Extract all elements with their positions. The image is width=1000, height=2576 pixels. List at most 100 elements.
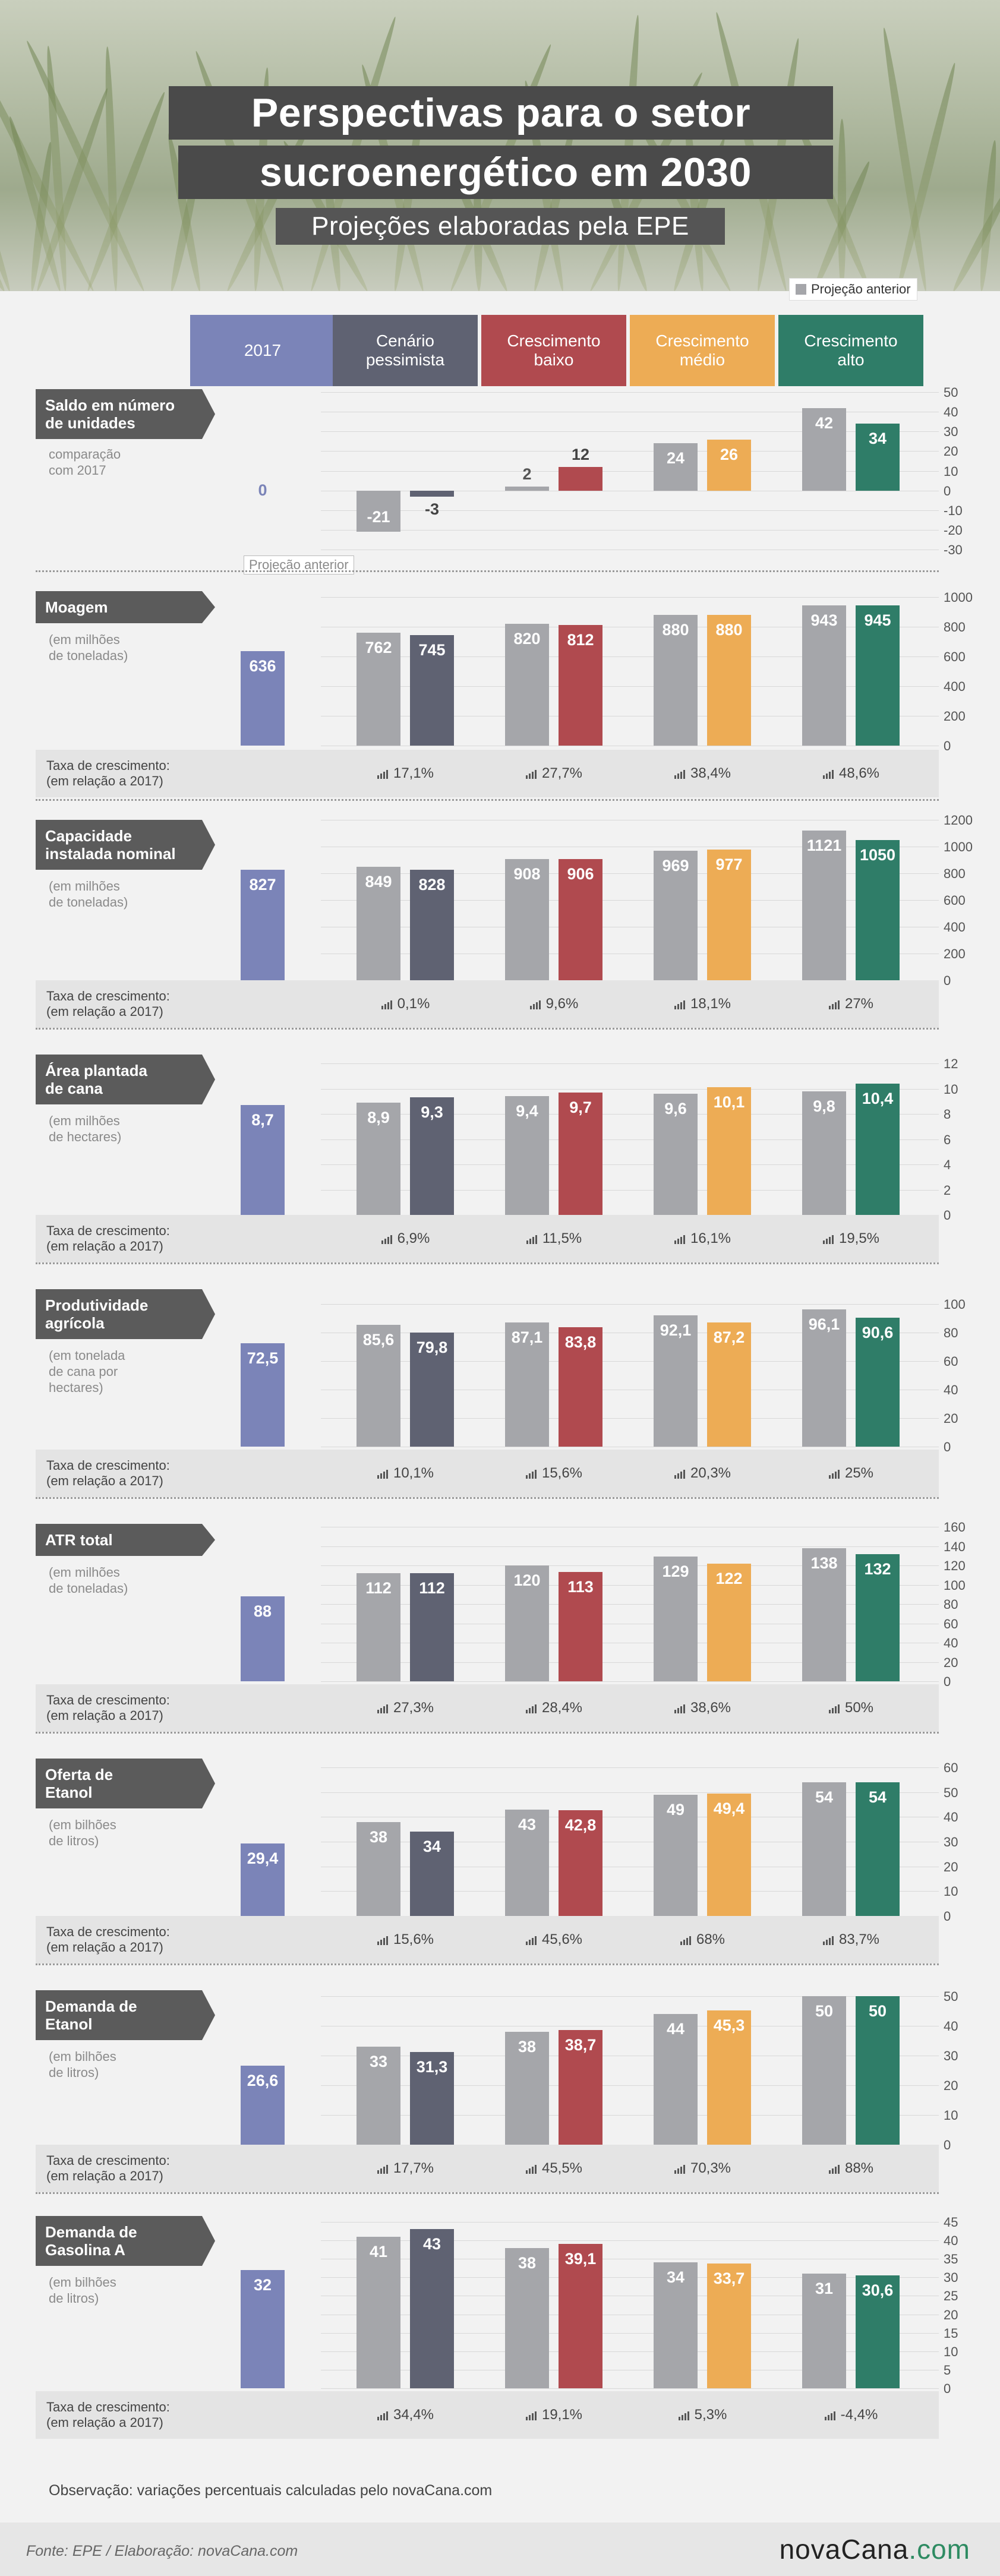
bar-new-2 xyxy=(707,2264,751,2388)
bar-previous-0-label: 849 xyxy=(365,872,392,891)
bar-previous-1 xyxy=(505,624,549,746)
bar-previous-0 xyxy=(357,1573,400,1681)
y-tick-label: 12 xyxy=(944,1056,958,1071)
growth-chart-icon xyxy=(526,1235,537,1244)
bar-previous-2 xyxy=(654,2014,698,2145)
section-label-produtividade: Produtividade agrícola xyxy=(36,1289,202,1339)
bar-previous-2 xyxy=(654,1315,698,1447)
growth-chart-icon xyxy=(529,1000,541,1009)
bar-new-3-label: 34 xyxy=(868,430,887,447)
bar-new-1-label: 42,8 xyxy=(564,1816,597,1834)
growth-chart-icon xyxy=(828,1000,840,1009)
bar-previous-2 xyxy=(654,1094,698,1215)
bar-new-2 xyxy=(707,1322,751,1447)
cane-leaf-decoration xyxy=(103,46,120,291)
y-tick-label: 10 xyxy=(944,2344,958,2359)
gridline xyxy=(321,1546,939,1547)
bar-new-3 xyxy=(856,839,900,980)
section-label-atr: ATR total xyxy=(36,1524,202,1556)
growth-chart-icon xyxy=(381,1000,392,1009)
bar-new-0-label: 828 xyxy=(418,875,446,894)
bar-previous-2 xyxy=(654,1557,698,1681)
bar-previous-0 xyxy=(357,1324,400,1447)
growth-value-text: 34,4% xyxy=(393,2407,434,2423)
bar-2017 xyxy=(241,869,285,980)
gridline xyxy=(321,686,939,687)
growth-chart-icon xyxy=(822,1936,834,1945)
gridline xyxy=(321,1681,939,1682)
bar-new-2 xyxy=(707,2010,751,2145)
section-label-arrow xyxy=(202,1990,215,2040)
bar-2017 xyxy=(241,1343,285,1447)
section-divider xyxy=(36,799,939,801)
y-tick-label: 20 xyxy=(944,2078,958,2093)
gridline xyxy=(321,1792,939,1793)
bar-new-0 xyxy=(410,1097,454,1215)
gridline xyxy=(321,1361,939,1362)
growth-value-text: 50% xyxy=(844,1700,874,1716)
growth-value-text: 11,5% xyxy=(542,1230,582,1246)
bar-new-3-label: 945 xyxy=(864,611,891,629)
bar-previous-0 xyxy=(357,1821,400,1916)
growth-value-text: 68% xyxy=(696,1931,725,1947)
growth-label: Taxa de crescimento: (em relação a 2017) xyxy=(46,1693,170,1723)
column-header-0: 2017 xyxy=(190,315,335,386)
logo-main: novaCana xyxy=(779,2534,909,2565)
bar-new-2 xyxy=(707,615,751,746)
bar-previous-0 xyxy=(357,2236,400,2388)
growth-value: 45,6% xyxy=(506,1931,601,1948)
bar-new-2-label: 49,4 xyxy=(713,1800,745,1818)
section-divider xyxy=(36,570,939,572)
growth-value-text: 18,1% xyxy=(690,996,731,1012)
growth-value: 48,6% xyxy=(803,765,898,782)
y-tick-label: 10 xyxy=(944,2108,958,2123)
growth-chart-icon xyxy=(824,2411,835,2420)
growth-value: 27% xyxy=(803,996,898,1012)
y-tick-label: 50 xyxy=(944,1785,958,1800)
bar-2017-label: 26,6 xyxy=(247,2072,279,2089)
y-tick-label: 0 xyxy=(944,1674,951,1689)
gridline xyxy=(321,431,939,433)
growth-chart-icon xyxy=(377,1936,388,1945)
bar-previous-2-label: 24 xyxy=(666,449,685,468)
growth-chart-icon xyxy=(822,1235,834,1244)
growth-value-text: 9,6% xyxy=(545,996,579,1012)
bar-previous-0 xyxy=(357,490,400,532)
growth-value: 27,3% xyxy=(358,1700,453,1716)
y-tick-label: 50 xyxy=(944,385,958,400)
bar-new-0-label: -3 xyxy=(424,500,439,518)
gridline xyxy=(321,2277,939,2278)
growth-value: 88% xyxy=(803,2160,898,2177)
bar-previous-3-label: 54 xyxy=(815,1788,834,1806)
bar-2017-label: 72,5 xyxy=(247,1349,279,1367)
bar-previous-2 xyxy=(654,2262,698,2388)
bar-previous-0 xyxy=(357,866,400,980)
y-tick-label: 160 xyxy=(944,1520,966,1535)
y-tick-label: 100 xyxy=(944,1577,966,1593)
growth-value-text: 6,9% xyxy=(397,1230,430,1246)
column-header-3: Crescimento médio xyxy=(630,315,775,386)
y-tick-label: 35 xyxy=(944,2252,958,2267)
bar-new-1 xyxy=(559,625,602,746)
growth-chart-icon xyxy=(674,770,685,779)
growth-value: 6,9% xyxy=(358,1230,453,1247)
legend-swatch xyxy=(796,284,806,295)
bar-2017 xyxy=(241,651,285,746)
y-tick-label: 4 xyxy=(944,1157,951,1172)
growth-value-text: 17,1% xyxy=(393,765,434,781)
bar-new-3-label: 1050 xyxy=(859,845,896,864)
bar-previous-1 xyxy=(505,2032,549,2145)
bar-new-0 xyxy=(410,2051,454,2145)
growth-value-text: 17,7% xyxy=(393,2160,434,2176)
growth-value-text: 19,5% xyxy=(838,1230,880,1246)
growth-chart-icon xyxy=(828,2165,840,2174)
growth-chart-icon xyxy=(377,2165,388,2174)
bar-previous-0-label: 8,9 xyxy=(367,1108,390,1126)
bar-new-1-label: 906 xyxy=(567,865,594,883)
gridline xyxy=(321,1584,939,1586)
growth-label: Taxa de crescimento: (em relação a 2017) xyxy=(46,758,170,788)
growth-value: 9,6% xyxy=(506,996,601,1012)
growth-chart-icon xyxy=(680,1936,691,1945)
growth-value: 50% xyxy=(803,1700,898,1716)
y-tick-label: 20 xyxy=(944,1859,958,1874)
